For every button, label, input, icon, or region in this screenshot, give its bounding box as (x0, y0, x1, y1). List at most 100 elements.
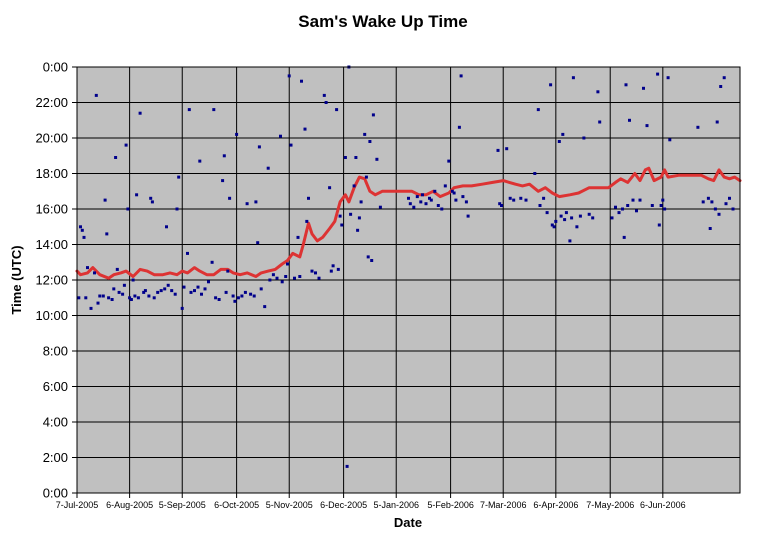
data-point (356, 228, 360, 232)
data-point (217, 298, 221, 301)
data-point (631, 198, 635, 202)
data-point (296, 235, 300, 239)
data-point (165, 225, 168, 229)
x-tick-label: 5-Sep-2005 (159, 500, 206, 510)
data-point (366, 255, 370, 259)
trend-layer (75, 166, 742, 280)
data-point (207, 280, 210, 284)
plot-border (76, 66, 741, 494)
data-point (182, 285, 186, 289)
data-point (121, 292, 125, 296)
data-point (236, 296, 240, 300)
y-tick-label: 18:00 (35, 166, 68, 181)
data-point (187, 108, 191, 112)
data-point (214, 296, 218, 300)
data-point (701, 200, 705, 204)
data-point (570, 216, 574, 220)
data-point (259, 287, 263, 291)
data-point (542, 196, 546, 200)
data-point (117, 290, 121, 294)
data-point (666, 76, 670, 80)
data-point (177, 175, 181, 179)
data-point (731, 207, 735, 211)
data-point (324, 101, 328, 104)
data-point (105, 232, 109, 236)
y-tick-label: 6:00 (43, 379, 68, 394)
data-point (459, 74, 463, 78)
chart-title: Sam's Wake Up Time (298, 12, 467, 31)
data-point (94, 93, 98, 97)
data-point (263, 305, 267, 309)
data-point (628, 118, 631, 122)
data-point (257, 145, 261, 149)
data-point (533, 172, 537, 175)
data-point (226, 269, 230, 273)
data-point (496, 148, 500, 152)
y-tick-label: 14:00 (35, 237, 68, 252)
data-point (124, 143, 128, 147)
data-point (498, 202, 502, 206)
x-tick-label: 5-Feb-2006 (427, 500, 474, 510)
data-point (307, 196, 310, 200)
data-point (722, 76, 726, 80)
data-point (80, 228, 84, 232)
data-point (512, 198, 516, 202)
gridlines (72, 66, 740, 498)
data-point (103, 198, 107, 202)
data-point (364, 175, 368, 179)
data-point (305, 219, 309, 223)
data-point (173, 292, 177, 296)
data-point (415, 195, 419, 199)
data-point (559, 214, 563, 218)
data-point (303, 127, 307, 131)
data-point (638, 198, 642, 202)
data-point (143, 289, 147, 293)
data-point (131, 278, 135, 282)
data-point (363, 132, 367, 136)
data-point (524, 198, 528, 202)
data-point (696, 125, 700, 129)
data-point (200, 292, 203, 296)
x-tick-label: 5-Nov-2005 (266, 500, 313, 510)
data-point (710, 200, 714, 204)
data-point (575, 225, 579, 229)
x-tick-label: 6-Aug-2005 (106, 500, 153, 510)
data-point (661, 198, 665, 202)
data-point (135, 193, 139, 197)
y-tick-label: 20:00 (35, 131, 68, 146)
y-tick-label: 2:00 (43, 450, 68, 465)
data-point (429, 198, 433, 202)
data-point (126, 207, 130, 211)
data-point (114, 156, 118, 159)
data-point (454, 198, 458, 202)
data-point (371, 113, 375, 117)
data-point (252, 294, 256, 298)
data-point (466, 214, 470, 218)
data-point (724, 202, 728, 206)
data-point (280, 280, 284, 284)
data-point (235, 132, 239, 136)
data-point (571, 76, 575, 80)
data-point (657, 223, 661, 227)
x-tick-label: 6-Oct-2005 (214, 500, 259, 510)
data-point (107, 296, 111, 300)
data-point (354, 156, 358, 159)
data-point (554, 219, 558, 223)
data-point (421, 193, 424, 197)
data-point (166, 283, 170, 287)
data-point (457, 125, 461, 129)
trend-line (75, 166, 742, 280)
data-point (193, 289, 196, 293)
data-point (128, 296, 132, 300)
data-point (310, 269, 314, 273)
data-point (464, 200, 468, 204)
data-point (300, 79, 303, 83)
data-point (336, 267, 340, 271)
data-point (314, 271, 317, 275)
data-point (271, 273, 275, 277)
y-tick-label: 4:00 (43, 415, 68, 430)
data-point (196, 285, 200, 289)
data-point (419, 200, 423, 204)
data-point (407, 196, 410, 200)
